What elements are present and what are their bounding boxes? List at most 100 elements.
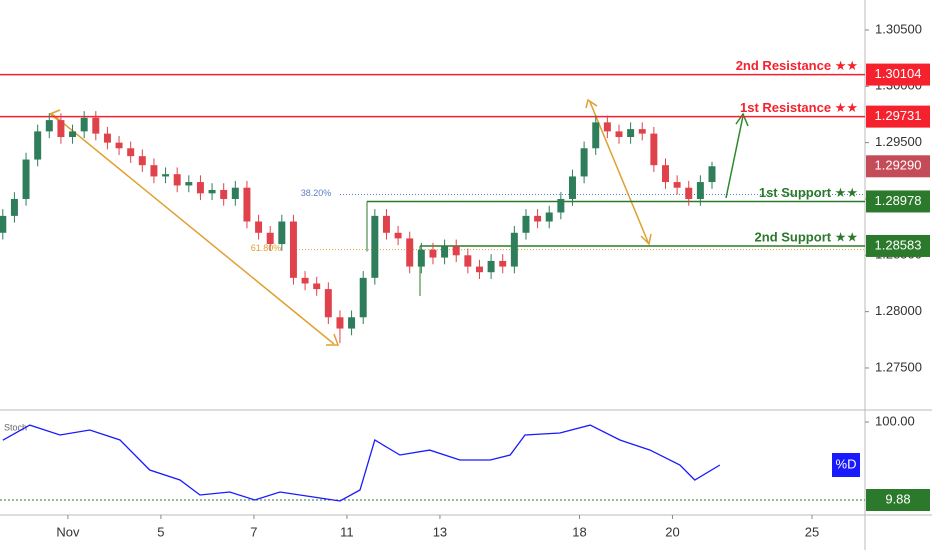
trend-arrow bbox=[51, 113, 335, 345]
level-price: 1.28583 bbox=[875, 237, 922, 252]
candle-body bbox=[394, 232, 402, 239]
stoch-tick-label: 100.00 bbox=[875, 413, 915, 428]
candle-body bbox=[185, 182, 193, 186]
trend-arrow bbox=[725, 115, 744, 199]
candle-body bbox=[615, 131, 623, 138]
candle-body bbox=[348, 317, 356, 329]
x-tick-label: 20 bbox=[665, 524, 679, 539]
candle-body bbox=[34, 131, 42, 160]
candle-body bbox=[92, 117, 100, 134]
x-tick-label: 18 bbox=[572, 524, 586, 539]
y-tick-label: 1.27500 bbox=[875, 359, 922, 374]
arrow-head bbox=[585, 98, 598, 109]
x-tick-label: 13 bbox=[433, 524, 447, 539]
candle-body bbox=[266, 232, 274, 245]
candle-body bbox=[708, 166, 716, 183]
candle-body bbox=[208, 189, 216, 194]
candle-body bbox=[580, 148, 588, 177]
candle-body bbox=[534, 215, 542, 222]
candle-body bbox=[638, 129, 646, 134]
candle-body bbox=[592, 122, 600, 149]
level-label: 2nd Resistance ★★ bbox=[736, 58, 858, 73]
y-tick-label: 1.29500 bbox=[875, 134, 922, 149]
candle-body bbox=[417, 249, 425, 267]
indicator-name: Stoch bbox=[4, 422, 27, 432]
candle-body bbox=[301, 277, 309, 284]
candle-body bbox=[313, 283, 321, 290]
candle-body bbox=[115, 142, 123, 149]
level-label: 2nd Support ★★ bbox=[755, 229, 858, 244]
candle-body bbox=[371, 215, 379, 278]
candle-body bbox=[127, 148, 135, 157]
candle-body bbox=[359, 277, 367, 318]
stoch-level-value-bg bbox=[866, 489, 930, 512]
candle-body bbox=[231, 187, 239, 199]
trend-arrow bbox=[589, 101, 649, 243]
candle-body bbox=[429, 249, 437, 258]
candle-body bbox=[557, 198, 565, 213]
level-price: 1.30104 bbox=[875, 66, 922, 81]
candle-body bbox=[289, 221, 297, 278]
candle-body bbox=[150, 165, 158, 177]
candle-body bbox=[464, 255, 472, 267]
candle-body bbox=[255, 221, 263, 233]
arrow-head bbox=[640, 233, 652, 246]
candle-body bbox=[696, 182, 704, 199]
x-tick-label: 5 bbox=[157, 524, 164, 539]
x-tick-label: 11 bbox=[340, 524, 354, 539]
level-price-bg bbox=[866, 234, 930, 257]
candle-body bbox=[22, 159, 30, 199]
arrow-head bbox=[48, 109, 61, 121]
legend-bg bbox=[832, 453, 860, 477]
x-tick-label: 25 bbox=[805, 524, 819, 539]
stoch-line bbox=[2, 424, 721, 502]
legend-label: %D bbox=[836, 456, 857, 471]
fib-label: 61.80% bbox=[251, 243, 282, 253]
candle-body bbox=[69, 131, 77, 138]
candle-body bbox=[324, 289, 332, 318]
candle-body bbox=[685, 187, 693, 199]
candle-body bbox=[522, 215, 530, 233]
candle-body bbox=[382, 215, 390, 233]
arrow-head bbox=[326, 333, 340, 346]
candle-body bbox=[57, 120, 65, 138]
candle-body bbox=[499, 260, 507, 267]
candle-body bbox=[80, 117, 88, 132]
candle-body bbox=[545, 212, 553, 222]
level-label: 1st Resistance ★★ bbox=[740, 100, 858, 115]
candle-body bbox=[196, 182, 204, 194]
candle-body bbox=[510, 232, 518, 267]
candle-body bbox=[220, 189, 228, 199]
level-price: 1.28978 bbox=[875, 193, 922, 208]
arrow-head bbox=[735, 112, 749, 127]
candle-body bbox=[487, 260, 495, 273]
candle-body bbox=[10, 198, 18, 216]
y-tick-label: 1.30500 bbox=[875, 21, 922, 36]
candle-body bbox=[603, 122, 611, 132]
candle-body bbox=[0, 215, 7, 233]
level-price-bg bbox=[866, 190, 930, 213]
last-price: 1.29290 bbox=[875, 158, 922, 173]
fib-label: 38.20% bbox=[301, 188, 332, 198]
candle-body bbox=[278, 221, 286, 245]
candle-body bbox=[568, 176, 576, 199]
candle-body bbox=[627, 129, 635, 138]
candle-body bbox=[406, 238, 414, 267]
candle-body bbox=[336, 317, 344, 329]
x-tick-label: 7 bbox=[250, 524, 257, 539]
candle-body bbox=[138, 156, 146, 166]
level-price: 1.29731 bbox=[875, 108, 922, 123]
level-price-bg bbox=[866, 63, 930, 86]
candle-body bbox=[162, 174, 170, 177]
candle-body bbox=[45, 120, 53, 132]
candle-body bbox=[673, 182, 681, 188]
level-price-bg bbox=[866, 105, 930, 128]
candle-body bbox=[441, 246, 449, 258]
x-tick-label: Nov bbox=[56, 524, 80, 539]
annotations bbox=[48, 98, 749, 346]
y-tick-label: 1.28000 bbox=[875, 303, 922, 318]
candle-body bbox=[662, 165, 669, 183]
stoch-level-value: 9.88 bbox=[885, 491, 910, 506]
